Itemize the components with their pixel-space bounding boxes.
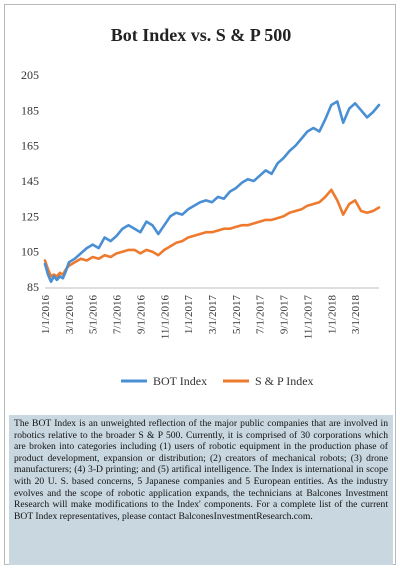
y-tick-label: 85 <box>27 280 39 294</box>
chart-area: Bot Index vs. S & P 500 85 105 125 145 165 18… <box>5 5 397 411</box>
x-tick-label: 3/1/2017 <box>207 295 219 335</box>
chart-title: Bot Index vs. S & P 500 <box>110 25 292 45</box>
x-tick-label: 11/1/2016 <box>159 295 171 340</box>
x-tick-label: 3/1/2016 <box>64 295 76 335</box>
caption-text: The BOT Index is an unweighted reflectio… <box>9 415 393 565</box>
line-chart: 85 105 125 145 165 185 205 1/1/2016 3/1/2016 5/1/… <box>21 68 381 388</box>
x-tick-label: 1/1/2016 <box>40 295 52 335</box>
x-tick-label: 9/1/2017 <box>279 295 291 335</box>
series-line-bot-index <box>43 100 381 284</box>
x-tick-label: 1/1/2018 <box>326 295 338 335</box>
y-tick-label: 165 <box>21 139 39 153</box>
x-tick-label: 7/1/2017 <box>255 295 267 335</box>
y-tick-label: 205 <box>21 68 39 82</box>
x-tick-label: 9/1/2016 <box>135 295 147 335</box>
legend-label: S & P Index <box>255 374 314 388</box>
y-tick-label: 185 <box>21 103 39 117</box>
x-tick-label: 7/1/2016 <box>112 295 124 335</box>
x-tick-label: 3/1/2018 <box>350 295 362 335</box>
legend-label: BOT Index <box>153 374 207 388</box>
figure-frame: Bot Index vs. S & P 500 85 105 125 145 165 18… <box>4 4 396 565</box>
x-tick-label: 5/1/2017 <box>231 295 243 335</box>
series-line-s-p-index <box>43 188 381 278</box>
y-tick-label: 105 <box>21 245 39 259</box>
y-tick-label: 125 <box>21 209 39 223</box>
y-tick-label: 145 <box>21 174 39 188</box>
x-tick-label: 5/1/2016 <box>88 295 100 335</box>
x-tick-label: 1/1/2017 <box>183 295 195 335</box>
x-tick-label: 11/1/2017 <box>302 295 314 340</box>
